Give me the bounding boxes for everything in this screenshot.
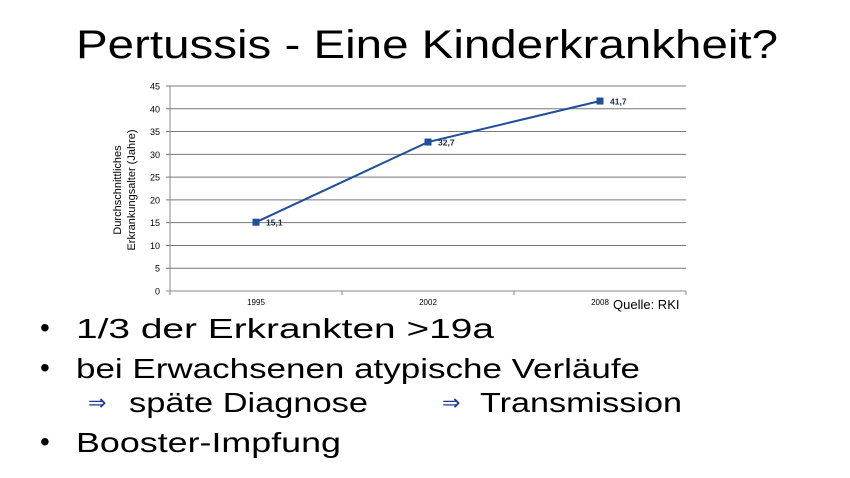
bullet-char: •	[40, 352, 50, 383]
y-tick-label: 25	[150, 173, 160, 183]
data-point-marker	[424, 138, 432, 146]
sub-item-2: ⇒ Transmission	[442, 387, 682, 418]
data-point-marker	[252, 218, 260, 226]
slide-title: Pertussis - Eine Kinderkrankheit?	[76, 23, 778, 67]
y-tick-label: 45	[150, 82, 160, 92]
bullet-char: •	[40, 312, 50, 343]
y-tick-label: 5	[155, 264, 160, 274]
y-tick-label: 15	[150, 218, 160, 228]
data-label: 32,7	[438, 138, 455, 148]
gridlines	[166, 85, 687, 295]
bullet-2: • bei Erwachsenen atypische Verläufe	[40, 352, 640, 384]
y-axis-label-line1: Durchschnittliches	[112, 145, 124, 235]
data-label: 41,7	[610, 97, 627, 107]
double-arrow-right-icon: ⇒	[88, 390, 106, 415]
y-tick-labels: 0 5 10 15 20 25 30 35 40 45	[150, 82, 160, 297]
bullet-char: •	[40, 426, 50, 457]
y-tick-label: 40	[150, 104, 160, 114]
double-arrow-right-icon: ⇒	[442, 390, 460, 415]
bullet-text: Booster-Impfung	[76, 427, 341, 458]
bullet-3: • Booster-Impfung	[40, 426, 341, 458]
x-tick-label: 2002	[419, 298, 437, 307]
data-label: 15,1	[266, 218, 283, 228]
y-tick-label: 0	[155, 287, 160, 297]
bullet-text: 1/3 der Erkrankten >19a	[76, 313, 495, 344]
sub-item-1: ⇒ späte Diagnose	[88, 387, 368, 418]
y-tick-label: 20	[150, 195, 160, 205]
y-axis-label-line2: Erkrankungsalter (Jahre)	[126, 129, 138, 250]
x-tick-label: 1995	[247, 298, 265, 307]
y-tick-label: 35	[150, 127, 160, 137]
bullet-1: • 1/3 der Erkrankten >19a	[40, 312, 495, 344]
y-tick-label: 30	[150, 150, 160, 160]
series-line: 15,1 32,7 41,7	[252, 97, 627, 228]
source-label: Quelle: RKI	[613, 297, 679, 312]
sub-item-text: späte Diagnose	[129, 387, 368, 418]
line-chart: 0 5 10 15 20 25 30 35 40 45 1995 2002 2008 Durchsch…	[112, 82, 687, 312]
y-tick-label: 10	[150, 241, 160, 251]
series-polyline	[255, 100, 601, 224]
x-tick-label: 2008	[591, 298, 609, 307]
bullet-text: bei Erwachsenen atypische Verläufe	[76, 353, 640, 384]
data-point-marker	[596, 97, 604, 105]
sub-item-text: Transmission	[480, 387, 682, 418]
x-tick-labels: 1995 2002 2008	[247, 298, 609, 307]
